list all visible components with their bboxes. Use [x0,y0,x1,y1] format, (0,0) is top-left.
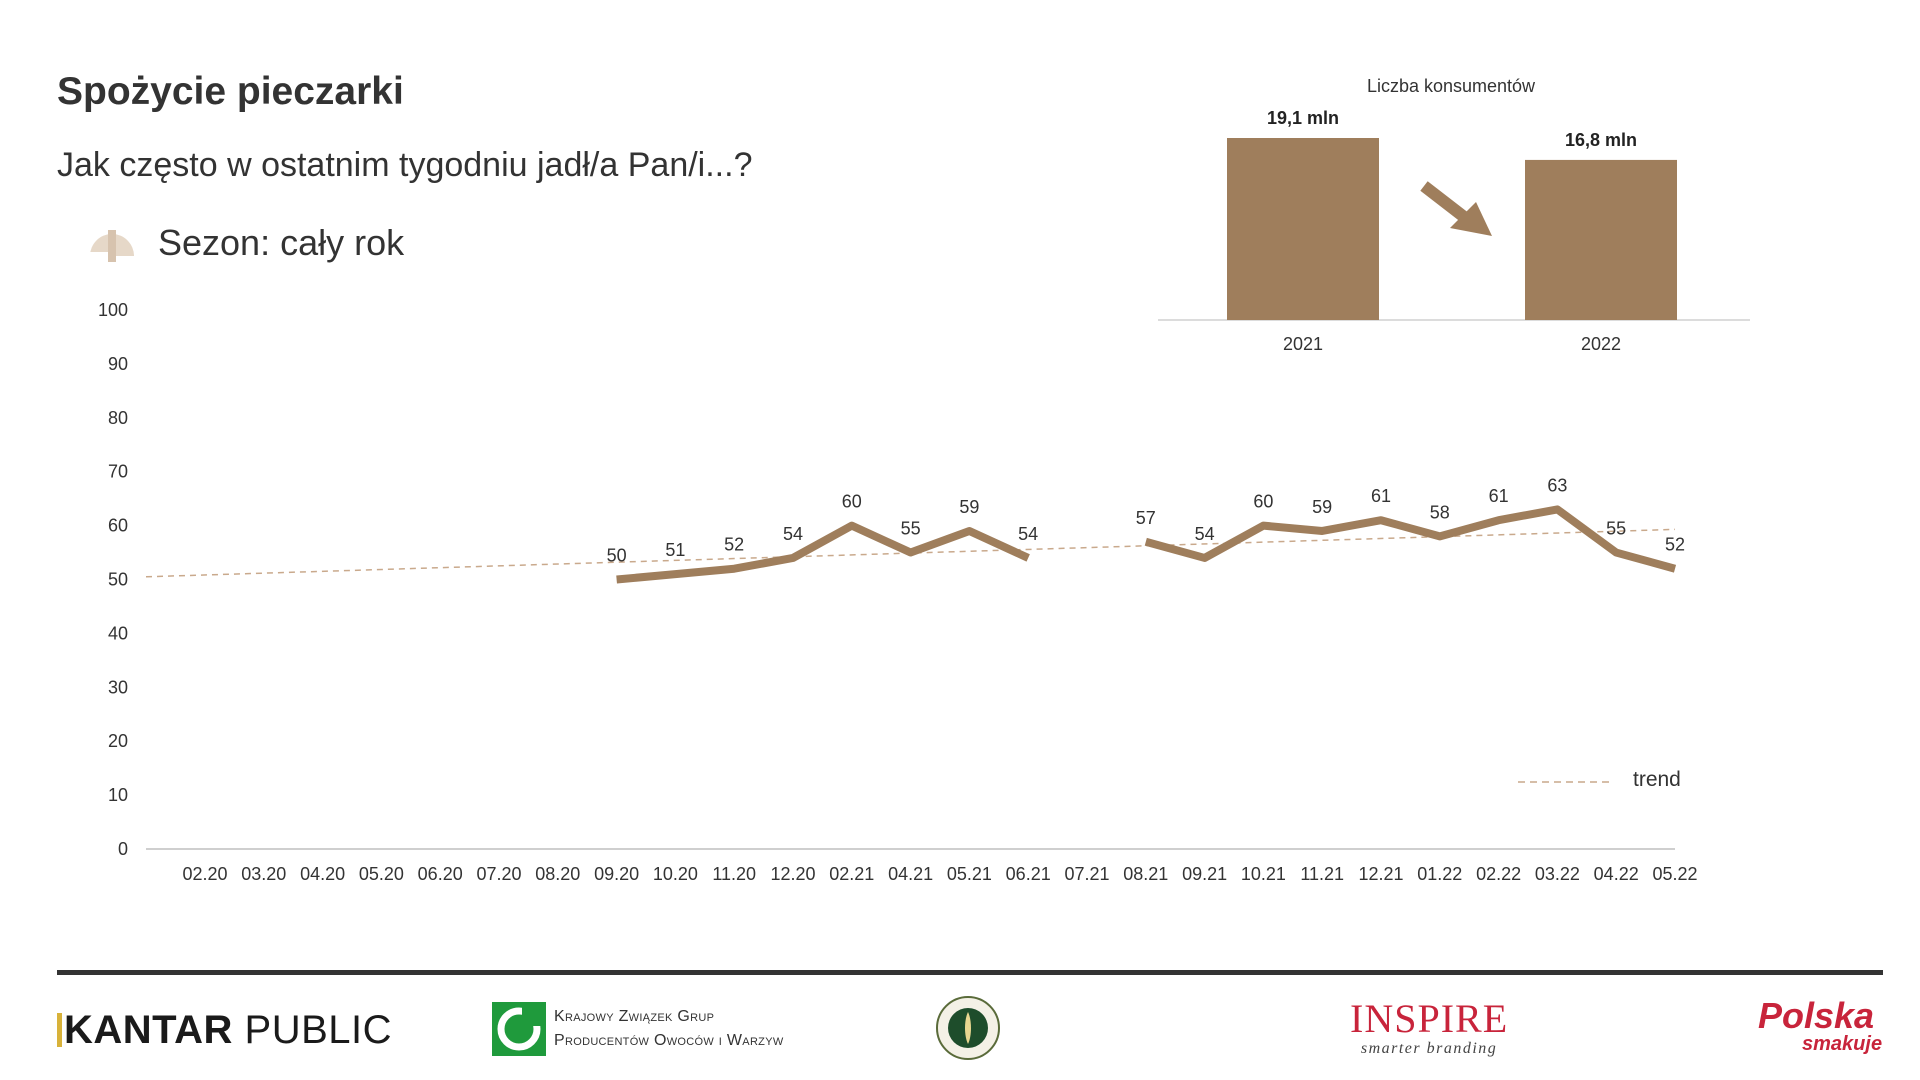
x-tick-label: 03.22 [1535,864,1580,884]
series-line [616,521,1030,584]
x-tick-label: 09.21 [1182,864,1227,884]
season-indicator: Sezon: cały rok [88,222,404,264]
data-label: 55 [1606,519,1626,539]
y-tick-label: 0 [118,839,128,859]
x-tick-label: 04.22 [1594,864,1639,884]
x-tick-label: 01.22 [1417,864,1462,884]
decrease-arrow-icon [1420,181,1472,225]
y-tick-label: 60 [108,516,128,536]
x-tick-label: 02.21 [829,864,874,884]
x-tick-label: 09.20 [594,864,639,884]
x-tick-label: 06.20 [418,864,463,884]
y-tick-label: 80 [108,408,128,428]
data-label: 59 [1312,497,1332,517]
inset-bar-label: 16,8 mln [1565,130,1637,150]
data-label: 58 [1430,502,1450,522]
data-label: 54 [1195,524,1215,544]
y-tick-label: 30 [108,677,128,697]
y-tick-label: 70 [108,462,128,482]
data-label: 50 [607,546,627,566]
x-tick-label: 07.21 [1064,864,1109,884]
x-tick-label: 10.21 [1241,864,1286,884]
data-label: 52 [724,535,744,555]
x-tick-label: 12.21 [1358,864,1403,884]
x-tick-label: 05.22 [1652,864,1697,884]
page-subtitle: Jak często w ostatnim tygodniu jadł/a Pa… [57,146,753,184]
page-title: Spożycie pieczarki [57,70,404,113]
inspire-logo: INSPIRE smarter branding [1350,996,1509,1058]
inset-bar [1227,138,1379,320]
kzgp-emblem-icon [492,1002,546,1056]
inset-category-label: 2021 [1283,334,1323,354]
data-label: 51 [665,540,685,560]
inset-chart-title: Liczba konsumentów [1367,76,1536,96]
data-label: 59 [959,497,979,517]
x-tick-label: 03.20 [241,864,286,884]
y-tick-label: 100 [98,300,128,320]
data-label: 60 [1253,492,1273,512]
x-tick-label: 08.20 [535,864,580,884]
data-label: 55 [901,519,921,539]
inset-category-label: 2022 [1581,334,1621,354]
x-tick-label: 11.20 [712,864,756,884]
x-tick-label: 12.20 [770,864,815,884]
x-tick-label: 06.21 [1006,864,1051,884]
ministry-seal-logo [936,996,1000,1065]
y-tick-label: 10 [108,785,128,805]
series-line [1144,505,1677,573]
x-tick-label: 02.22 [1476,864,1521,884]
x-tick-label: 08.21 [1123,864,1168,884]
data-label: 54 [1018,524,1038,544]
x-tick-label: 04.21 [888,864,933,884]
mushroom-icon [90,230,134,262]
y-tick-label: 90 [108,354,128,374]
x-tick-label: 07.20 [476,864,521,884]
data-label: 52 [1665,535,1685,555]
x-tick-label: 10.20 [653,864,698,884]
data-label: 60 [842,492,862,512]
decrease-arrow-head-icon [1450,202,1492,236]
data-label: 61 [1489,486,1509,506]
data-label: 63 [1547,475,1567,495]
footer-divider [57,970,1883,975]
polska-smakuje-logo: Polska smakuje [1758,995,1883,1055]
data-label: 54 [783,524,803,544]
kantar-public-logo: KANTAR PUBLIC [57,1008,392,1053]
inset-bar-label: 19,1 mln [1267,108,1339,128]
data-label: 57 [1136,508,1156,528]
x-tick-label: 02.20 [182,864,227,884]
chart: 0 10 20 30 40 50 60 70 80 90 100 02.20 03.20 04.20 05.… [98,76,1750,884]
y-tick-label: 20 [108,731,128,751]
inset-bar [1525,159,1677,320]
data-label: 61 [1371,486,1391,506]
y-tick-label: 50 [108,570,128,590]
x-tick-label: 05.21 [947,864,992,884]
ministry-seal-icon [936,996,1000,1060]
x-tick-label: 05.20 [359,864,404,884]
x-tick-label: 11.21 [1300,864,1344,884]
season-label: Sezon: cały rok [158,222,405,263]
y-tick-label: 40 [108,623,128,643]
kzgp-logo: Krajowy Związek Grup Producentów Owoców … [492,1002,784,1056]
x-tick-label: 04.20 [300,864,345,884]
legend-trend-label: trend [1633,768,1681,791]
